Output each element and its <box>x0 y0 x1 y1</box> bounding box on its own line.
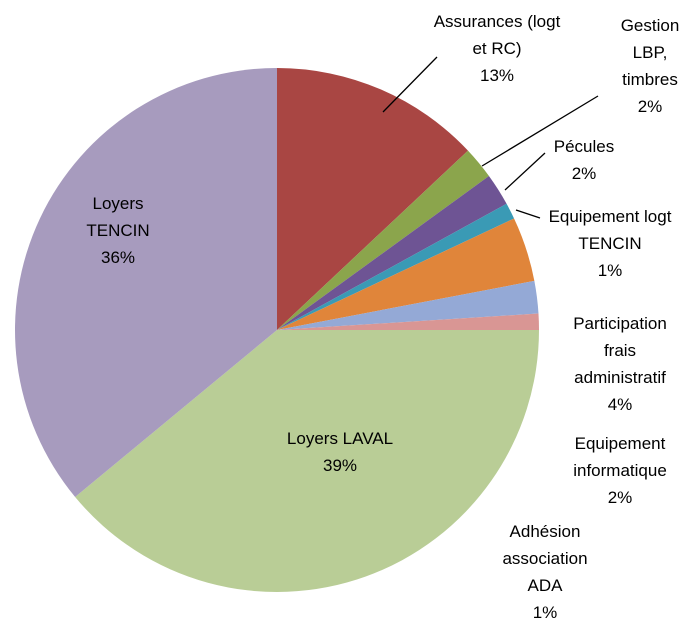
percent-label: 39% <box>322 456 358 475</box>
percent-label: 4% <box>607 395 633 414</box>
category-name: Equipement logt TENCIN <box>548 207 672 253</box>
slice <box>277 280 539 330</box>
slice <box>277 176 507 330</box>
slice <box>277 218 535 330</box>
leader-line <box>515 209 541 219</box>
category-name: Adhésion association ADA <box>502 522 588 595</box>
slice <box>277 203 515 330</box>
category-name: Loyers TENCIN <box>86 194 150 240</box>
slice-label: Pécules 2% <box>534 133 634 187</box>
percent-label: 1% <box>597 261 623 280</box>
slice-label: Participation frais administratif 4% <box>560 310 680 418</box>
slice-label: Equipement logt TENCIN 1% <box>545 203 675 284</box>
slice-label: Equipement informatique 2% <box>560 430 680 511</box>
slice <box>15 68 278 498</box>
percent-label: 2% <box>571 164 597 183</box>
slice-label: Gestion LBP, timbres 2% <box>610 12 690 120</box>
percent-label: 1% <box>532 603 558 622</box>
slice <box>277 150 489 330</box>
percent-label: 2% <box>637 97 663 116</box>
slice-label: Assurances (logt et RC) 13% <box>427 8 567 89</box>
category-name: Loyers LAVAL <box>286 429 394 448</box>
slices <box>15 68 539 592</box>
slice-label: Adhésion association ADA 1% <box>490 518 600 626</box>
category-name: Participation frais administratif <box>573 314 667 387</box>
slice-label: Loyers TENCIN 36% <box>78 190 158 271</box>
slice <box>277 313 539 330</box>
slice <box>277 68 468 330</box>
leader-line <box>382 56 438 113</box>
slice <box>75 330 539 592</box>
slice-label: Loyers LAVAL 39% <box>240 425 440 479</box>
leader-line <box>481 95 599 167</box>
category-name: Pécules <box>553 137 615 156</box>
category-name: Equipement informatique <box>573 434 667 480</box>
percent-label: 13% <box>479 66 515 85</box>
leader-line <box>504 152 546 191</box>
leader-lines <box>382 56 599 219</box>
category-name: Assurances (logt et RC) <box>433 12 561 58</box>
percent-label: 36% <box>100 248 136 267</box>
percent-label: 2% <box>607 488 633 507</box>
category-name: Gestion LBP, timbres <box>620 16 680 89</box>
